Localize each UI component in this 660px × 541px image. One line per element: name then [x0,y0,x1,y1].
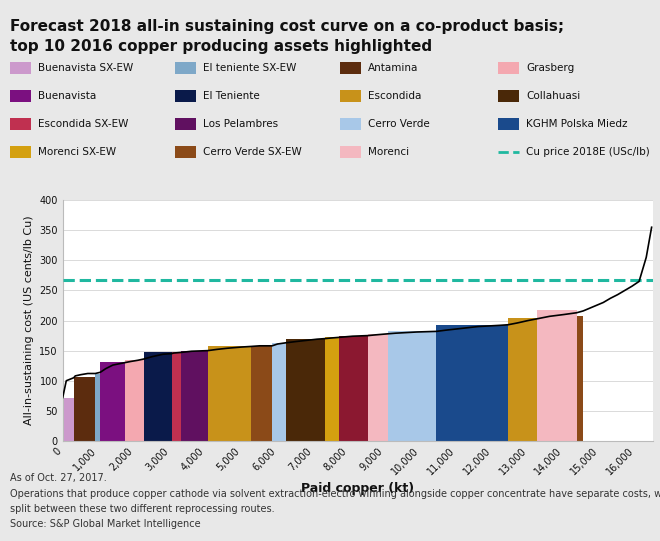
Bar [388,332,436,441]
Text: Buenavista SX-EW: Buenavista SX-EW [38,63,133,72]
Bar [251,346,272,441]
Bar [100,362,125,441]
Text: split between these two different reprocessing routes.: split between these two different reproc… [10,504,275,513]
Bar [508,318,537,441]
Bar [74,377,95,441]
Bar [436,325,508,441]
Text: El teniente SX-EW: El teniente SX-EW [203,63,296,72]
Y-axis label: All-in-sustaining cost (US cents/lb Cu): All-in-sustaining cost (US cents/lb Cu) [24,216,34,425]
Text: Collahuasi: Collahuasi [526,91,580,101]
Text: Operations that produce copper cathode via solvent extraction-electro winning al: Operations that produce copper cathode v… [10,489,660,498]
Bar [325,338,339,441]
Bar [95,373,100,441]
Text: Los Pelambres: Los Pelambres [203,119,278,129]
Bar [286,339,325,441]
Bar [272,343,286,441]
Text: Morenci: Morenci [368,147,409,157]
Text: Grasberg: Grasberg [526,63,574,72]
Bar [125,360,144,441]
Text: Escondida SX-EW: Escondida SX-EW [38,119,128,129]
Text: Cerro Verde SX-EW: Cerro Verde SX-EW [203,147,302,157]
Text: KGHM Polska Miedz: KGHM Polska Miedz [526,119,628,129]
Bar [368,334,388,441]
Text: Escondida: Escondida [368,91,421,101]
Text: Cerro Verde: Cerro Verde [368,119,430,129]
Bar [181,351,208,441]
X-axis label: Paid copper (kt): Paid copper (kt) [302,483,414,496]
Text: Forecast 2018 all-in sustaining cost curve on a co-product basis;: Forecast 2018 all-in sustaining cost cur… [10,19,564,34]
Text: Source: S&P Global Market Intelligence: Source: S&P Global Market Intelligence [10,519,201,529]
Bar [577,316,583,441]
Bar [537,309,577,441]
Text: El Teniente: El Teniente [203,91,259,101]
Bar [208,346,251,441]
Text: Cu price 2018E (USc/lb): Cu price 2018E (USc/lb) [526,147,649,157]
Text: Buenavista: Buenavista [38,91,96,101]
Text: top 10 2016 copper producing assets highlighted: top 10 2016 copper producing assets high… [10,39,432,54]
Text: As of Oct. 27, 2017.: As of Oct. 27, 2017. [10,473,107,483]
Text: Morenci SX-EW: Morenci SX-EW [38,147,116,157]
Bar [144,352,172,441]
Bar [63,398,74,441]
Text: Antamina: Antamina [368,63,418,72]
Bar [339,336,368,441]
Bar [172,352,181,441]
